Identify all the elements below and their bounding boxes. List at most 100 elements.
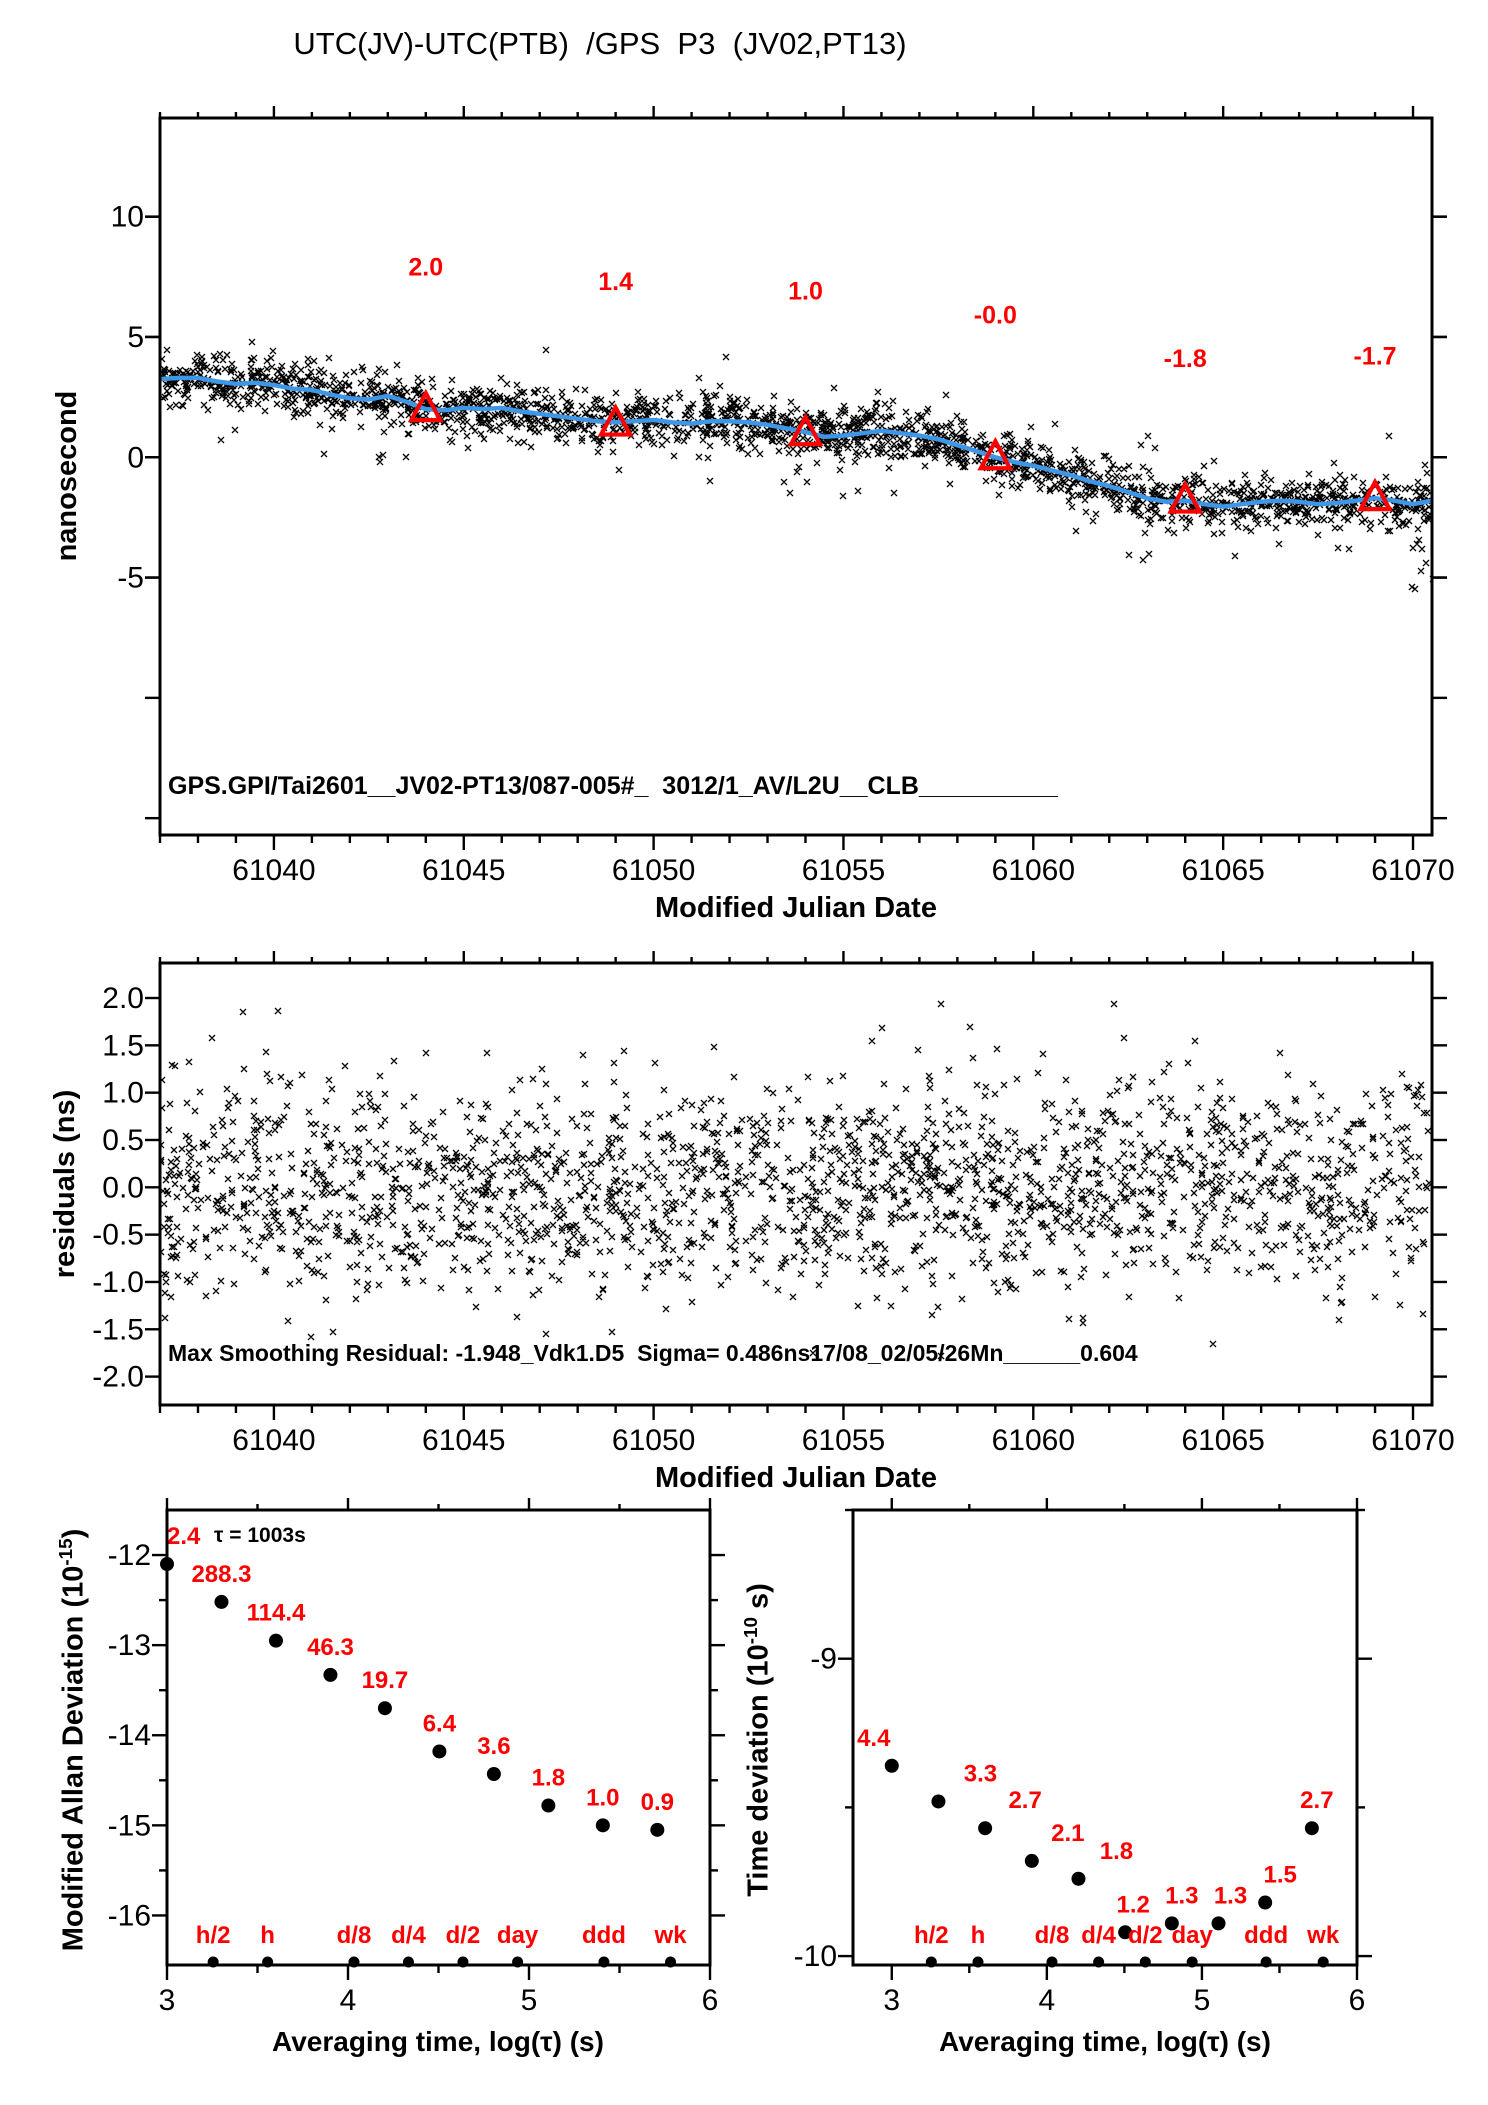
mdev-panel-point <box>595 1818 610 1833</box>
x-tick-label: 61050 <box>612 854 695 887</box>
x-tick-label: 4 <box>1039 1984 1056 2017</box>
tdev-panel-point <box>978 1821 993 1836</box>
top-panel: 2.0 1.4 1.0 -0.0 -1.8 -1.7 61040 61045 61050 6105… <box>111 106 1455 887</box>
tdev-panel-y-axis-title: Time deviation (10-10 s) <box>740 1440 780 2040</box>
tdev-panel-border <box>851 1508 1359 1967</box>
tdev-y-title-text: Time deviation (10 <box>742 1644 775 1897</box>
x-tick-label: 61065 <box>1181 1424 1264 1457</box>
top-panel-border <box>158 116 1434 837</box>
top-panel-x-axis-title: Modified Julian Date <box>655 892 937 924</box>
calibration-triangle <box>597 403 634 437</box>
residuals-panel-border <box>158 961 1434 1407</box>
y-tick-label: 10 <box>111 201 144 234</box>
y-tick-label: -0.5 <box>92 1219 144 1252</box>
tau-marker-label: d/2 <box>446 1922 481 1949</box>
x-tick-label: 61045 <box>422 1424 505 1457</box>
point-value-label: 3.3 <box>964 1760 997 1787</box>
mdev-panel-point <box>268 1633 283 1648</box>
y-tick-label: -10 <box>794 1940 837 1973</box>
mdev-y-title-text: Modified Allan Deviation (10 <box>57 1565 90 1952</box>
point-value-label: 2.7 <box>1008 1787 1041 1814</box>
calibration-triangle <box>407 388 444 423</box>
mdev-panel-point <box>377 1701 392 1716</box>
calibration-triangle <box>1167 480 1204 514</box>
mdev-y-title-close: ) <box>57 1528 90 1539</box>
y-tick-label: 1.0 <box>102 1077 144 1110</box>
y-tick-label: -16 <box>108 1899 151 1932</box>
residuals-panel-y-axis-title: residuals (ns) <box>49 1089 81 1279</box>
y-tick-label: -1.0 <box>92 1266 144 1299</box>
mdev-y-title-superscript: -15 <box>55 1538 76 1566</box>
x-tick-label: 61040 <box>232 854 315 887</box>
tdev-panel-x-axis-title: Averaging time, log(τ) (s) <box>939 2026 1271 2057</box>
calibration-value-label: 1.0 <box>788 278 823 306</box>
mdev-panel-point <box>323 1667 338 1682</box>
tau-marker-label: h/2 <box>196 1922 231 1949</box>
tau-marker-label: d/2 <box>1128 1922 1163 1949</box>
x-tick-label: 61070 <box>1371 854 1454 887</box>
y-tick-label: -2.0 <box>92 1361 144 1394</box>
x-tick-label: 5 <box>521 1984 538 2017</box>
x-tick-label: 5 <box>1194 1984 1211 2017</box>
tau-marker-label: d/4 <box>1081 1922 1116 1949</box>
tdev-panel-point <box>1164 1916 1179 1931</box>
y-tick-label: 0.0 <box>102 1171 144 1204</box>
point-value-label: 288.3 <box>191 1561 251 1588</box>
y-tick-label: 5 <box>127 321 144 354</box>
tdev-panel-point <box>931 1794 946 1809</box>
point-value-label: 114.4 <box>247 1600 306 1627</box>
tdev-panel-point <box>1304 1821 1319 1836</box>
tdev-panel-point <box>1071 1871 1086 1886</box>
top-panel-dataset-label: GPS.GPI/Tai2601__JV02-PT13/087-005#_ 301… <box>168 772 1058 800</box>
point-value-label: 19.7 <box>362 1667 409 1694</box>
tau-marker-label: d/4 <box>391 1922 426 1949</box>
point-value-label: 2.1 <box>1051 1820 1084 1847</box>
residuals-panel-stats-label: Max Smoothing Residual: -1.948_Vdk1.D5 S… <box>168 1340 1138 1366</box>
figure-title: UTC(JV)-UTC(PTB) /GPS P3 (JV02,PT13) <box>293 26 907 61</box>
point-value-label: 2.7 <box>1300 1787 1333 1814</box>
point-value-label: 1.5 <box>1264 1862 1297 1889</box>
tau-marker-label: h/2 <box>914 1922 949 1949</box>
residuals-panel-x-axis-title: Modified Julian Date <box>655 1462 937 1494</box>
tau-marker-label: wk <box>1306 1922 1340 1949</box>
y-tick-label: 1.5 <box>102 1029 144 1062</box>
x-tick-label: 61070 <box>1371 1424 1454 1457</box>
tau-marker-label: day <box>497 1922 539 1949</box>
x-tick-label: 61050 <box>612 1424 695 1457</box>
tdev-panel: 4.4 3.3 2.7 2.1 1.8 1.2 1.3 1.3 1.5 2.7 h/2 h d/8 d/4… <box>794 1498 1372 2017</box>
point-value-label: 0.9 <box>641 1789 674 1816</box>
y-tick-label: -15 <box>108 1809 151 1842</box>
x-tick-label: 61040 <box>232 1424 315 1457</box>
tau-marker-label: ddd <box>582 1922 626 1949</box>
tdev-y-title-superscript: -10 <box>740 1617 761 1645</box>
y-tick-label: -1.5 <box>92 1313 144 1346</box>
y-tick-label: -5 <box>117 562 144 595</box>
top-panel-y-axis-title: nanosecond <box>51 390 83 562</box>
mdev-panel-point <box>214 1594 229 1609</box>
point-value-label: 6.4 <box>423 1710 457 1737</box>
point-value-label: 3.6 <box>477 1733 510 1760</box>
tau-marker-label: wk <box>654 1922 688 1949</box>
calibration-triangle <box>787 412 824 447</box>
y-tick-label: -14 <box>108 1719 151 1752</box>
mdev-panel-point <box>486 1766 501 1781</box>
point-value-label: 4.4 <box>857 1725 891 1752</box>
y-tick-label: -13 <box>108 1629 151 1662</box>
x-tick-label: 61055 <box>802 854 885 887</box>
y-tick-label: 0.5 <box>102 1124 144 1157</box>
tau-marker-label: ddd <box>1244 1922 1288 1949</box>
x-tick-label: 61055 <box>802 1424 885 1457</box>
tdev-panel-point <box>884 1758 899 1773</box>
calibration-value-label: 1.4 <box>598 268 633 296</box>
residuals-panel: 61040 61045 61050 61055 61060 61065 61070 2.0 1.… <box>92 951 1455 1457</box>
tau-annotation: τ = 1003s <box>214 1524 306 1547</box>
mdev-panel-point <box>650 1822 665 1837</box>
y-tick-label: 0 <box>127 441 144 474</box>
point-value-label: 1.8 <box>1100 1838 1133 1865</box>
point-value-label: 1.0 <box>586 1784 619 1811</box>
x-tick-label: 61060 <box>992 854 1075 887</box>
mdev-panel-x-axis-title: Averaging time, log(τ) (s) <box>272 2026 604 2057</box>
calibration-value-label: -1.8 <box>1164 345 1207 373</box>
scatter-points <box>161 338 1431 593</box>
x-tick-label: 4 <box>340 1984 357 2017</box>
